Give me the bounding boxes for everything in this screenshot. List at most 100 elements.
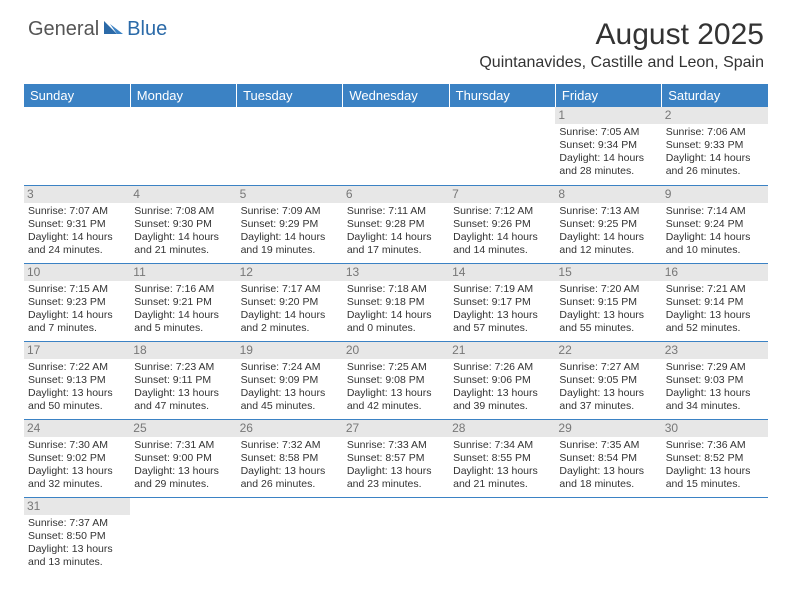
cell-text: Sunset: 8:57 PM <box>347 452 445 465</box>
cell-text: Sunset: 9:06 PM <box>453 374 551 387</box>
cell-text: Sunrise: 7:21 AM <box>666 283 764 296</box>
cell-text: Daylight: 14 hours <box>559 152 657 165</box>
cell-text: Sunrise: 7:06 AM <box>666 126 764 139</box>
cell-text: Daylight: 13 hours <box>241 465 339 478</box>
cell-text: Daylight: 14 hours <box>666 152 764 165</box>
page-header: General Blue August 2025 Quintanavides, … <box>0 0 792 78</box>
cell-text: and 17 minutes. <box>347 244 445 257</box>
cell-text: Daylight: 14 hours <box>241 231 339 244</box>
calendar-cell: 9 Sunrise: 7:14 AMSunset: 9:24 PMDaylight… <box>662 185 768 263</box>
cell-text: Sunset: 8:52 PM <box>666 452 764 465</box>
day-number: 2 <box>662 107 768 124</box>
calendar-cell <box>237 107 343 185</box>
cell-text: Daylight: 13 hours <box>559 387 657 400</box>
day-number: 29 <box>555 420 661 437</box>
day-number: 4 <box>130 186 236 203</box>
day-header: Sunday <box>24 84 130 107</box>
day-number: 25 <box>130 420 236 437</box>
day-number: 10 <box>24 264 130 281</box>
day-number: 24 <box>24 420 130 437</box>
cell-text: Daylight: 13 hours <box>453 387 551 400</box>
cell-text: Daylight: 14 hours <box>666 231 764 244</box>
cell-text: and 45 minutes. <box>241 400 339 413</box>
cell-text: Daylight: 14 hours <box>134 231 232 244</box>
cell-text: Sunrise: 7:14 AM <box>666 205 764 218</box>
calendar-cell: 8Sunrise: 7:13 AMSunset: 9:25 PMDaylight… <box>555 185 661 263</box>
logo: General Blue <box>28 18 167 41</box>
day-number: 27 <box>343 420 449 437</box>
location-subtitle: Quintanavides, Castille and Leon, Spain <box>479 54 764 72</box>
day-header: Friday <box>555 84 661 107</box>
cell-text: Sunset: 9:09 PM <box>241 374 339 387</box>
cell-text: and 21 minutes. <box>134 244 232 257</box>
cell-text: and 37 minutes. <box>559 400 657 413</box>
calendar-cell <box>555 497 661 575</box>
cell-text: Sunrise: 7:30 AM <box>28 439 126 452</box>
day-header: Thursday <box>449 84 555 107</box>
day-number: 26 <box>237 420 343 437</box>
cell-text: and 28 minutes. <box>559 165 657 178</box>
cell-text: Sunrise: 7:37 AM <box>28 517 126 530</box>
day-header: Wednesday <box>343 84 449 107</box>
cell-text: Daylight: 13 hours <box>559 309 657 322</box>
day-number: 7 <box>449 186 555 203</box>
cell-text: Sunset: 9:00 PM <box>134 452 232 465</box>
cell-text: Sunset: 9:34 PM <box>559 139 657 152</box>
flag-icon <box>103 18 125 41</box>
cell-text: Daylight: 14 hours <box>559 231 657 244</box>
cell-text: Daylight: 13 hours <box>28 543 126 556</box>
cell-text: and 57 minutes. <box>453 322 551 335</box>
cell-text: Daylight: 14 hours <box>28 309 126 322</box>
calendar-cell: 23Sunrise: 7:29 AMSunset: 9:03 PMDayligh… <box>662 341 768 419</box>
cell-text: Sunrise: 7:31 AM <box>134 439 232 452</box>
calendar-cell: 19Sunrise: 7:24 AMSunset: 9:09 PMDayligh… <box>237 341 343 419</box>
cell-text: Daylight: 14 hours <box>241 309 339 322</box>
cell-text: Daylight: 13 hours <box>241 387 339 400</box>
calendar-cell: 30Sunrise: 7:36 AMSunset: 8:52 PMDayligh… <box>662 419 768 497</box>
day-number: 20 <box>343 342 449 359</box>
calendar-cell: 17Sunrise: 7:22 AMSunset: 9:13 PMDayligh… <box>24 341 130 419</box>
cell-text: and 26 minutes. <box>241 478 339 491</box>
day-number: 28 <box>449 420 555 437</box>
cell-text: and 26 minutes. <box>666 165 764 178</box>
cell-text: Sunset: 9:33 PM <box>666 139 764 152</box>
calendar-cell <box>130 107 236 185</box>
calendar-cell: 25 Sunrise: 7:31 AMSunset: 9:00 PMDayligh… <box>130 419 236 497</box>
cell-text: Sunrise: 7:35 AM <box>559 439 657 452</box>
cell-text: and 0 minutes. <box>347 322 445 335</box>
cell-text: Daylight: 13 hours <box>347 465 445 478</box>
day-number: 9 <box>662 186 768 203</box>
calendar-header-row: SundayMondayTuesdayWednesdayThursdayFrid… <box>24 84 768 107</box>
calendar-cell <box>343 107 449 185</box>
cell-text: Daylight: 13 hours <box>28 465 126 478</box>
day-number: 21 <box>449 342 555 359</box>
cell-text: Daylight: 13 hours <box>453 309 551 322</box>
month-title: August 2025 <box>479 18 764 52</box>
cell-text: and 13 minutes. <box>28 556 126 569</box>
cell-text: Sunset: 9:18 PM <box>347 296 445 309</box>
cell-text: and 23 minutes. <box>347 478 445 491</box>
cell-text: and 7 minutes. <box>28 322 126 335</box>
cell-text: Sunset: 9:15 PM <box>559 296 657 309</box>
day-number: 16 <box>662 264 768 281</box>
cell-text: Sunrise: 7:12 AM <box>453 205 551 218</box>
calendar-cell: 20Sunrise: 7:25 AMSunset: 9:08 PMDayligh… <box>343 341 449 419</box>
cell-text: and 5 minutes. <box>134 322 232 335</box>
cell-text: Daylight: 13 hours <box>134 465 232 478</box>
cell-text: Sunset: 9:28 PM <box>347 218 445 231</box>
cell-text: Sunset: 9:24 PM <box>666 218 764 231</box>
calendar-week-row: 3Sunrise: 7:07 AMSunset: 9:31 PMDaylight… <box>24 185 768 263</box>
cell-text: Sunrise: 7:08 AM <box>134 205 232 218</box>
calendar-cell: 4Sunrise: 7:08 AMSunset: 9:30 PMDaylight… <box>130 185 236 263</box>
cell-text: Daylight: 13 hours <box>347 387 445 400</box>
day-number: 18 <box>130 342 236 359</box>
cell-text: and 34 minutes. <box>666 400 764 413</box>
cell-text: Sunset: 8:58 PM <box>241 452 339 465</box>
logo-text-blue: Blue <box>127 18 167 41</box>
calendar-cell: 21Sunrise: 7:26 AMSunset: 9:06 PMDayligh… <box>449 341 555 419</box>
day-number: 1 <box>555 107 661 124</box>
cell-text: Sunset: 8:54 PM <box>559 452 657 465</box>
cell-text: Sunrise: 7:05 AM <box>559 126 657 139</box>
cell-text: Sunset: 9:21 PM <box>134 296 232 309</box>
cell-text: Sunset: 9:26 PM <box>453 218 551 231</box>
